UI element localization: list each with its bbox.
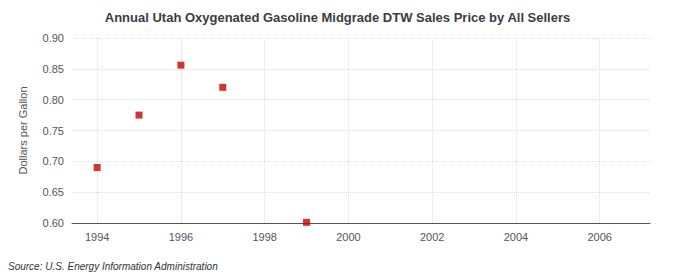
svg-text:1996: 1996 [169, 231, 193, 243]
svg-text:Source: U.S. Energy Informatio: Source: U.S. Energy Information Administ… [8, 261, 218, 272]
svg-text:0.80: 0.80 [43, 94, 64, 106]
svg-text:2006: 2006 [587, 231, 611, 243]
svg-text:Annual Utah Oxygenated Gasolin: Annual Utah Oxygenated Gasoline Midgrade… [105, 10, 570, 25]
svg-text:2004: 2004 [504, 231, 528, 243]
svg-text:0.70: 0.70 [43, 155, 64, 167]
svg-text:1994: 1994 [85, 231, 109, 243]
svg-text:0.65: 0.65 [43, 186, 64, 198]
svg-text:1998: 1998 [252, 231, 276, 243]
svg-text:2000: 2000 [336, 231, 360, 243]
svg-text:0.60: 0.60 [43, 217, 64, 229]
svg-text:Dollars per Gallon: Dollars per Gallon [17, 86, 29, 174]
svg-text:0.75: 0.75 [43, 125, 64, 137]
svg-text:0.85: 0.85 [43, 63, 64, 75]
svg-text:2002: 2002 [420, 231, 444, 243]
svg-text:0.90: 0.90 [43, 32, 64, 44]
